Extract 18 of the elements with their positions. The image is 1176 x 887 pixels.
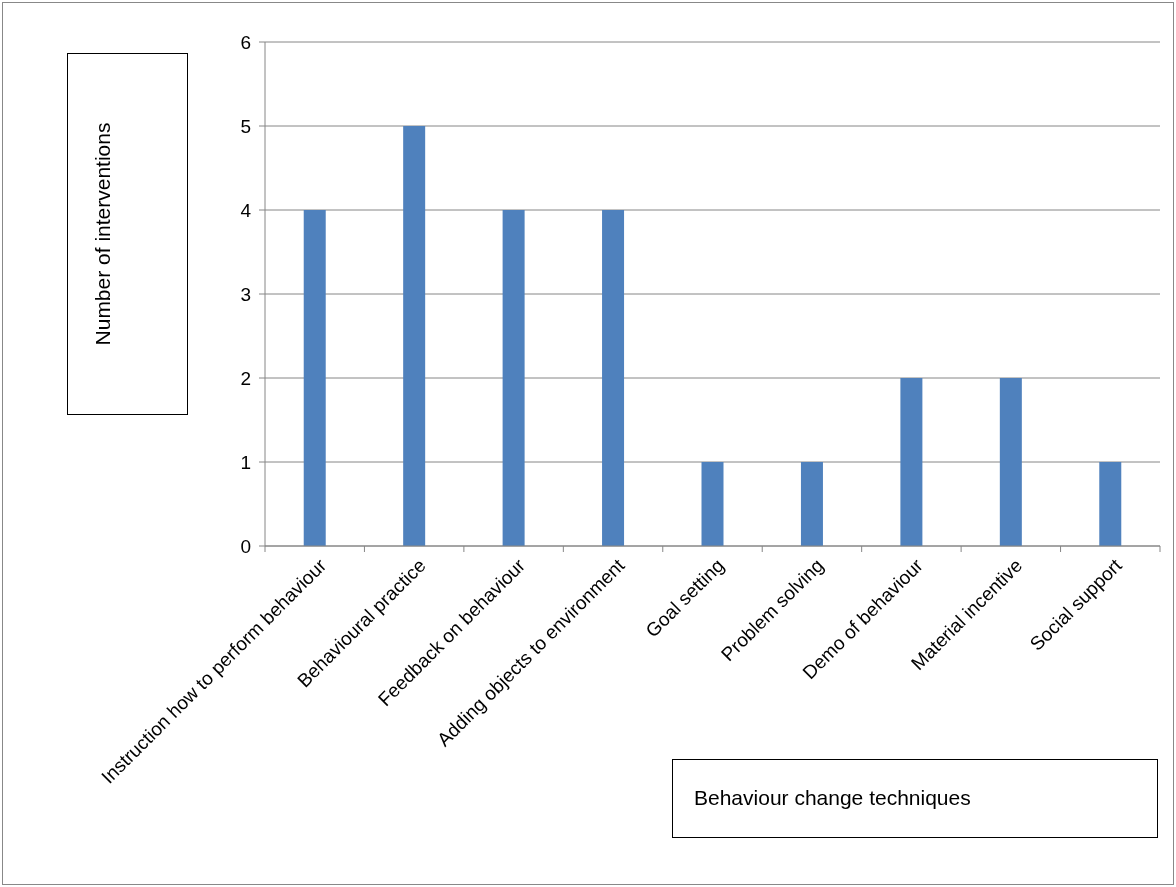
bar	[303, 210, 326, 546]
bar	[1099, 462, 1122, 546]
y-tick-label: 2	[240, 367, 251, 389]
y-tick-label: 0	[240, 535, 251, 557]
y-tick-label: 5	[240, 115, 251, 137]
y-axis-title: Number of interventions	[91, 122, 115, 346]
y-tick-label: 3	[240, 283, 251, 305]
x-axis-title: Behaviour change techniques	[694, 786, 971, 809]
bar	[900, 378, 923, 546]
bar	[800, 462, 823, 546]
y-tick-label: 6	[240, 31, 251, 53]
bar	[403, 126, 426, 546]
bar	[602, 210, 625, 546]
y-tick-label: 4	[240, 199, 252, 221]
bar	[999, 378, 1022, 546]
bar	[701, 462, 724, 546]
bar	[502, 210, 525, 546]
y-tick-label: 1	[240, 451, 251, 473]
